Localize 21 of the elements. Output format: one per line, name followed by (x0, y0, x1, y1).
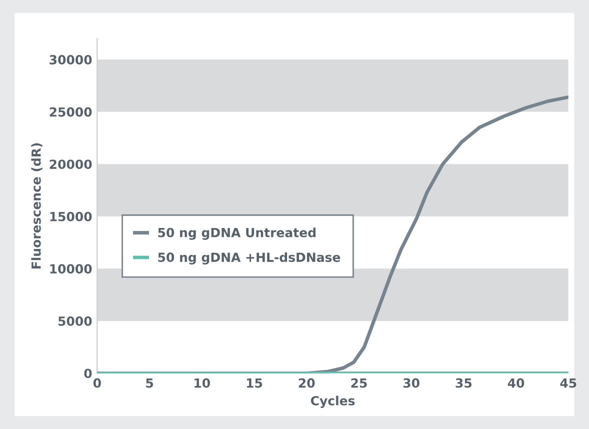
x-tick-label: 15 (246, 378, 262, 388)
y-tick-label: 20000 (50, 160, 92, 170)
y-tick-label: 10000 (50, 264, 92, 274)
x-tick-label: 25 (351, 378, 367, 388)
x-tick-label: 5 (146, 378, 154, 388)
y-tick-label: 5000 (58, 316, 92, 326)
y-axis-title: Fluorescence (dR) (31, 143, 42, 268)
y-tick-label: 30000 (50, 54, 92, 64)
y-tick-label: 15000 (50, 212, 92, 222)
x-tick-label: 10 (194, 378, 210, 388)
legend-label: 50 ng gDNA Untreated (158, 228, 316, 240)
legend-label: 50 ng gDNA +HL-dsDNase (158, 252, 340, 265)
x-tick-label: 30 (403, 378, 420, 388)
x-tick-label: 0 (93, 378, 101, 388)
x-tick-label: 35 (456, 378, 472, 388)
y-tick-label: 0 (84, 368, 92, 378)
x-tick-label: 45 (560, 378, 576, 388)
x-axis-title: Cycles (310, 396, 355, 408)
y-tick-label: 25000 (50, 107, 92, 117)
x-tick-label: 20 (298, 378, 315, 388)
x-tick-label: 40 (508, 378, 524, 388)
